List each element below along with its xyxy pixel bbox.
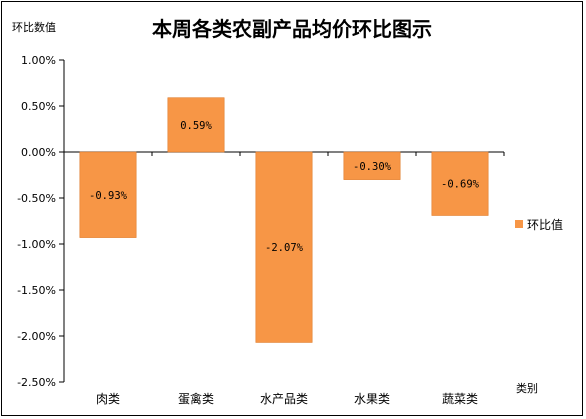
x-category-label: 蛋禽类 [178,391,214,406]
data-label: -0.93% [89,190,128,202]
y-tick-label: 1.00% [21,54,56,67]
y-tick-label: -0.50% [17,192,56,205]
bar-4 [343,151,401,180]
chart-title: 本周各类农副产品均价环比图示 [152,17,432,41]
plot-area: 1.00% 0.50% 0.00% -0.50% -1.00% -1.50% -2.00% -… [17,54,505,406]
legend-swatch [515,220,523,228]
x-axis-title: 类别 [516,381,538,395]
data-label: 0.59% [180,120,212,132]
y-axis-title: 环比数值 [12,21,56,34]
x-category-label: 水果类 [354,392,390,406]
data-label: -2.07% [265,242,304,254]
legend-label: 环比值 [527,217,563,232]
y-tick-label: -1.50% [17,284,56,297]
x-category-label: 肉类 [96,392,120,406]
bar-1 [79,151,137,238]
bar-3 [255,151,313,343]
data-label: -0.30% [353,161,392,173]
data-label: -0.69% [441,179,480,191]
legend: 环比值 [515,217,563,232]
y-tick-label: -1.00% [17,238,56,251]
y-tick-label: 0.50% [21,100,56,113]
y-tick-label: -2.50% [17,376,56,389]
x-category-label: 蔬菜类 [442,392,478,406]
y-tick-label: -2.00% [17,330,56,343]
bar-2 [167,97,225,153]
x-category-label: 水产品类 [260,392,308,406]
y-tick-label: 0.00% [21,146,56,159]
bar-5 [431,151,489,216]
